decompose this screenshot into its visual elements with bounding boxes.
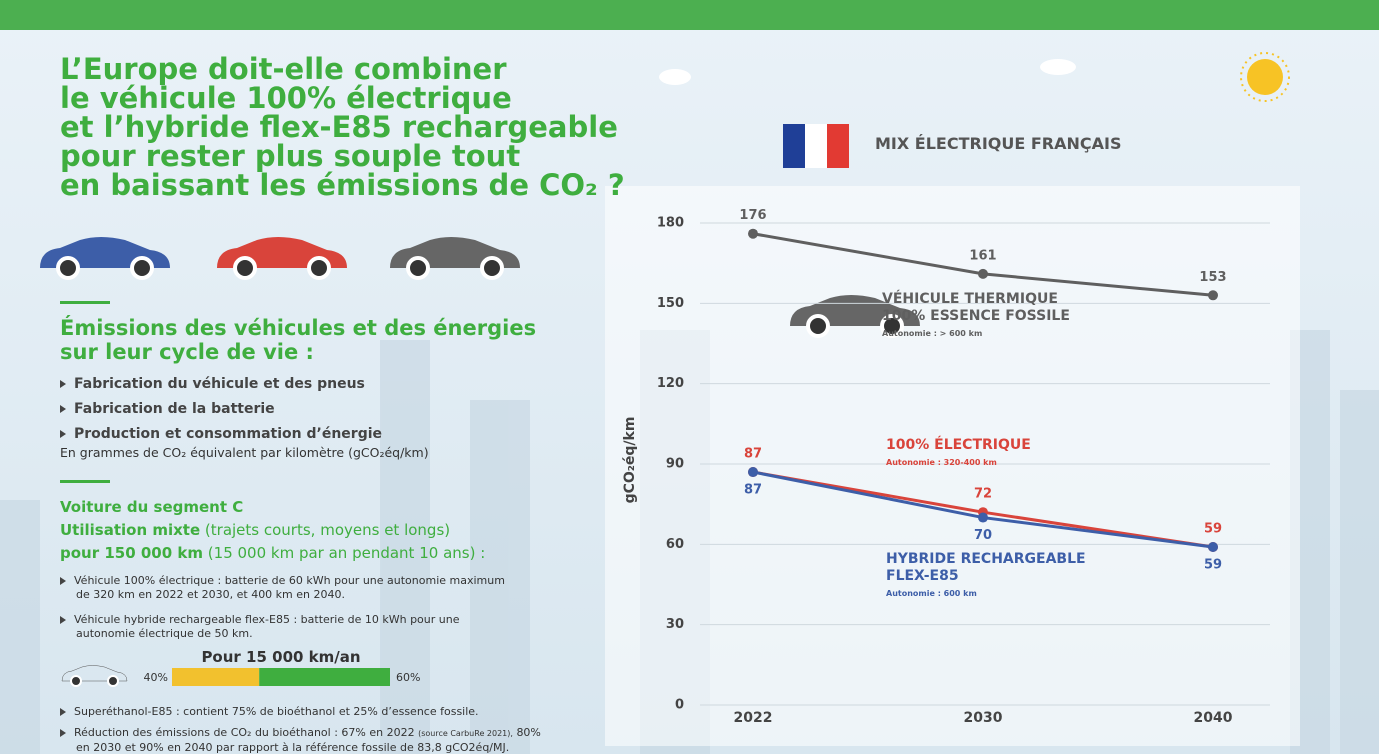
point [978, 269, 988, 279]
y-tick-label: 150 [657, 296, 684, 311]
point [1208, 290, 1218, 300]
point [748, 229, 758, 239]
value-label: 153 [1199, 270, 1226, 285]
value-label: 59 [1204, 522, 1222, 537]
y-tick-label: 180 [657, 216, 684, 231]
point [1208, 542, 1218, 552]
series-note: Autonomie : 320-400 km [886, 454, 1046, 471]
series-note: Autonomie : 600 km [886, 585, 1086, 602]
y-tick-label: 120 [657, 376, 684, 391]
series-name: VÉHICULE THERMIQUE 100% ESSENCE FOSSILE [882, 291, 1070, 324]
y-tick-label: 60 [666, 537, 684, 552]
y-tick-label: 90 [666, 457, 684, 472]
value-label: 59 [1204, 558, 1222, 573]
value-label: 161 [969, 248, 996, 263]
y-tick-label: 0 [675, 698, 684, 713]
x-tick-label: 2030 [964, 710, 1003, 726]
chart: 0 30 60 90 120 150 180 2022 2030 2040 gCO₂éq/km 176… [0, 0, 1379, 754]
point [978, 513, 988, 523]
y-axis-label: gCO₂éq/km [622, 417, 638, 504]
x-tick-label: 2022 [734, 710, 773, 726]
series-line [753, 234, 1213, 296]
value-label: 87 [744, 447, 762, 462]
point [748, 467, 758, 477]
series-name: 100% ÉLECTRIQUE [886, 437, 1031, 453]
series-note: Autonomie : > 600 km [882, 325, 1082, 342]
value-label: 70 [974, 528, 992, 543]
series-name: HYBRIDE RECHARGEABLE FLEX-E85 [886, 551, 1086, 584]
value-label: 87 [744, 483, 762, 498]
value-label: 72 [974, 487, 992, 502]
x-tick-label: 2040 [1194, 710, 1233, 726]
value-label: 176 [739, 208, 766, 223]
y-tick-label: 30 [666, 617, 684, 632]
page: L’Europe doit-elle combinerle véhicule 1… [0, 0, 1379, 754]
